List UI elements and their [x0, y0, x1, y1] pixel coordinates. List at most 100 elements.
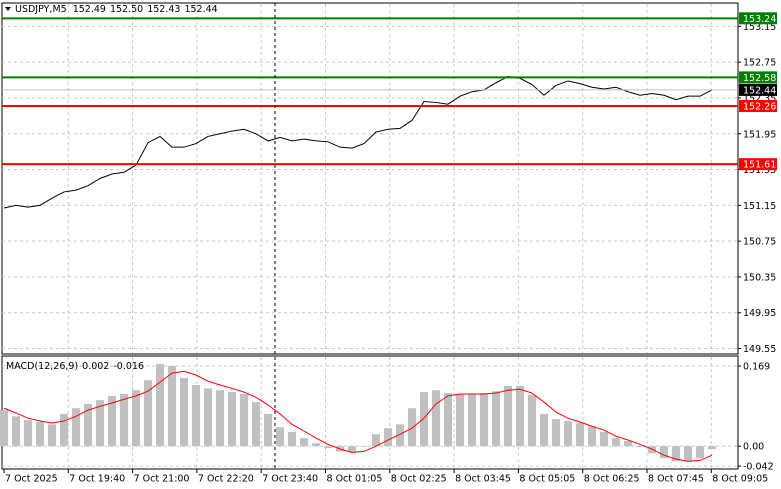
histogram-bar [564, 421, 572, 447]
histogram-bar [348, 446, 356, 453]
histogram-bar [408, 408, 416, 447]
x-tick-label: 8 Oct 02:25 [391, 474, 447, 485]
macd-reading: 0.002 [82, 361, 109, 372]
histogram-bar [432, 390, 440, 447]
histogram-bar [72, 408, 80, 447]
histogram-bar [552, 419, 560, 447]
histogram-bar [600, 431, 608, 447]
y-tick-label: 152.75 [743, 58, 776, 69]
y-tick-label: 150.75 [743, 237, 776, 248]
y-tick-label: 0.00 [743, 442, 764, 453]
x-tick-label: 8 Oct 06:25 [584, 474, 640, 485]
y-tick-label: 150.35 [743, 272, 776, 283]
histogram-bar [456, 394, 464, 447]
y-tick-label: 151.55 [743, 165, 776, 176]
histogram-bar [708, 446, 716, 450]
histogram-bar [192, 384, 200, 447]
tags: 153.24 152.58 152.26 151.61 152.44 [739, 12, 777, 171]
level-label: 151.61 [743, 160, 776, 171]
histogram-bar [360, 446, 368, 447]
histogram-bar [648, 446, 656, 454]
histogram-bar [108, 395, 116, 447]
histogram-bar [156, 364, 164, 447]
histogram-bar [60, 413, 68, 447]
y-tick-label: -0.042 [743, 462, 774, 473]
histogram-bar [120, 394, 128, 447]
x-tick-label: 8 Oct 01:05 [327, 474, 383, 485]
histogram-bar [312, 443, 320, 447]
signal-line [3, 370, 713, 462]
histogram-bar [216, 390, 224, 447]
histogram-bar [612, 438, 620, 447]
histogram-bar [48, 424, 56, 447]
high: 152.50 [110, 4, 143, 15]
histogram-bar [504, 385, 512, 447]
histogram-bar [36, 421, 44, 447]
histogram-bar [240, 394, 248, 447]
last-price-label: 152.44 [743, 85, 776, 96]
histogram-bar [576, 422, 584, 447]
histogram-bar [12, 416, 20, 447]
layer: 153.15 152.75 152.35 151.95 151.55 151.15 150.… [0, 4, 776, 485]
histogram-bar [384, 428, 392, 447]
price-header: USDJPY,M5 152.49 152.50 152.43 152.44 [15, 4, 218, 15]
histogram-bar [396, 424, 404, 447]
x-tick-label: 8 Oct 09:05 [712, 474, 768, 485]
histogram-bar [516, 385, 524, 447]
histogram-bar [264, 413, 272, 447]
open: 152.49 [73, 4, 106, 15]
menu-icon [5, 7, 11, 11]
level-tag [739, 12, 777, 25]
symbol: USDJPY,M5 [15, 4, 67, 15]
level-tag [739, 158, 777, 171]
histogram-bar [204, 388, 212, 447]
histogram-bar [132, 390, 140, 447]
price-line [3, 75, 713, 209]
x-tick-label: 7 Oct 22:20 [198, 474, 254, 485]
y-tick-label: 151.95 [743, 129, 776, 140]
y-tick-label: 153.15 [743, 22, 776, 33]
histogram-bar [588, 426, 596, 447]
level-label: 152.26 [743, 102, 776, 113]
level-tag [739, 100, 777, 113]
histogram-bar [444, 393, 452, 447]
level-tag [739, 71, 777, 84]
last-price-tag [739, 83, 777, 96]
histogram-bar [696, 446, 704, 459]
histogram-bar [84, 403, 92, 447]
histogram-bar [324, 446, 332, 449]
histogram-bar [180, 377, 188, 447]
histogram-bar [672, 446, 680, 462]
signal-reading: -0.016 [113, 361, 144, 372]
histogram-bar [144, 380, 152, 447]
y-tick-label: 0.169 [743, 362, 770, 373]
histogram-bar [660, 446, 668, 459]
histogram-bar [0, 410, 8, 447]
histogram-bar [252, 402, 260, 447]
histogram-bar [24, 420, 32, 447]
x-tick-label: 8 Oct 07:45 [648, 474, 704, 485]
histogram-bar [228, 392, 236, 447]
histogram-bar [624, 440, 632, 447]
histogram-bar [468, 394, 476, 447]
y-tick-label: 151.15 [743, 201, 776, 212]
x-tick-label: 7 Oct 21:00 [134, 474, 190, 485]
level-label: 152.58 [743, 73, 776, 84]
histogram-bar [492, 391, 500, 447]
histogram-bar [168, 366, 176, 447]
macd-title: MACD(12,26,9) [6, 361, 78, 372]
y-tick-label: 152.35 [743, 93, 776, 104]
price-pane-frame [1, 2, 739, 355]
histogram-bar [96, 400, 104, 447]
y-tick-label: 149.55 [743, 344, 776, 355]
x-tick-label: 8 Oct 03:45 [455, 474, 511, 485]
histogram-bar [636, 446, 644, 448]
level-label: 153.24 [743, 14, 776, 25]
x-tick-label: 7 Oct 19:40 [69, 474, 125, 485]
histogram-bar [684, 446, 692, 462]
histogram-bar [300, 438, 308, 447]
histogram-bar [540, 413, 548, 447]
histogram-bar [372, 434, 380, 447]
histogram-bar [288, 431, 296, 447]
